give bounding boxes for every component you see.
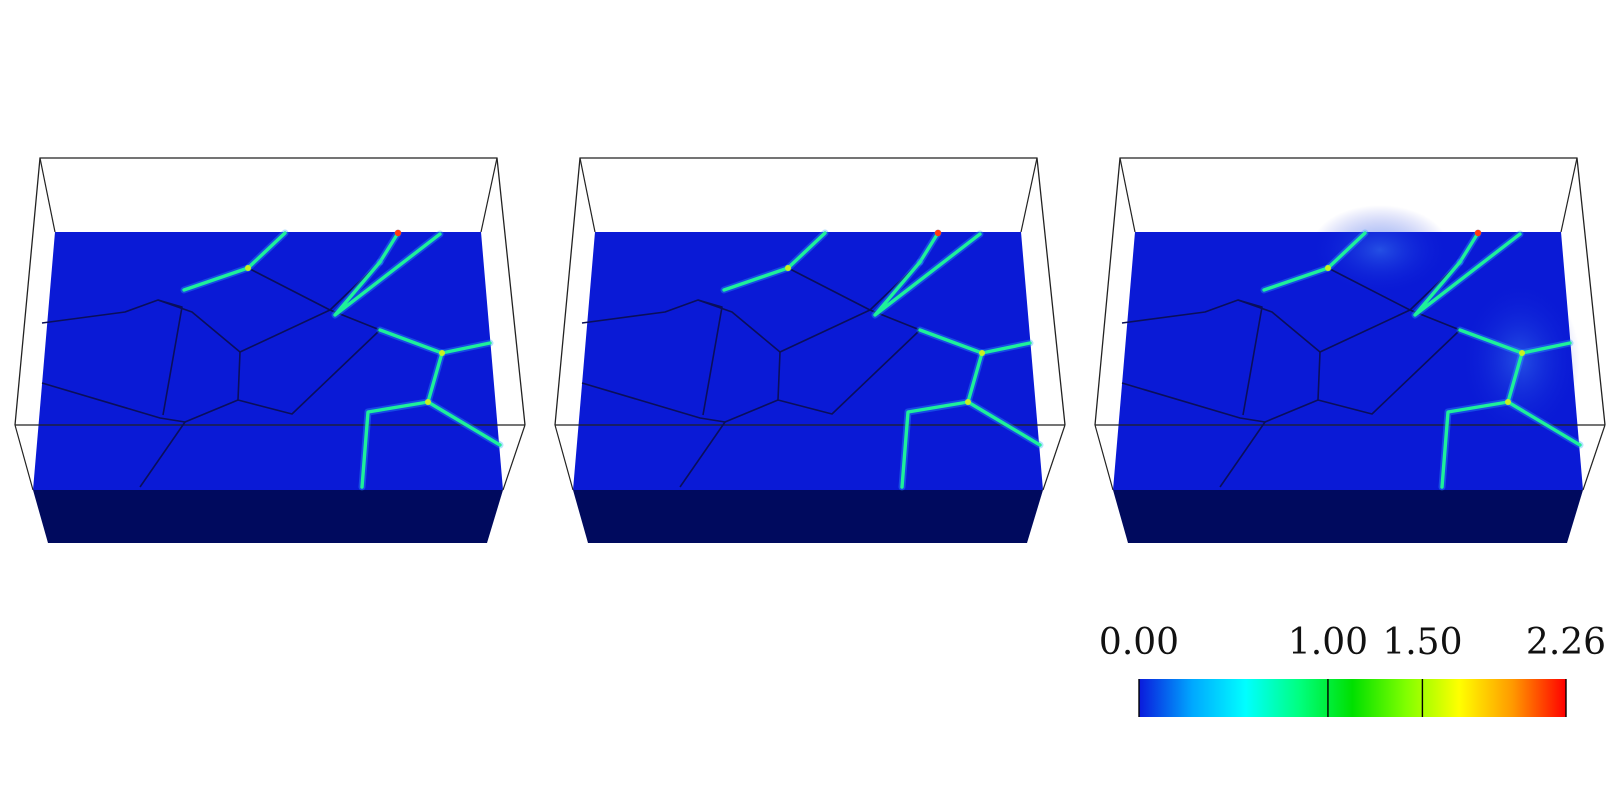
crack-path — [1506, 400, 1582, 447]
colorbar-ticks — [1138, 679, 1567, 717]
crack-hotspot — [965, 399, 971, 405]
colorbar-tick-label-1: 1.00 — [1287, 622, 1369, 663]
grain-boundary — [697, 299, 723, 416]
crack-hotspot — [425, 399, 431, 405]
bounding-box-edge — [554, 424, 574, 491]
bounding-box-edge — [480, 157, 498, 233]
crack-hotspot — [1505, 399, 1511, 405]
specimen-front-face — [1113, 490, 1583, 543]
crack-path — [1326, 231, 1367, 270]
crack-path — [966, 400, 1042, 447]
grain-boundary — [1327, 267, 1411, 311]
crack-hotspot — [1325, 265, 1331, 271]
panels-layer — [14, 157, 1606, 543]
crack-hotspot — [979, 350, 985, 356]
bounding-box-outline — [554, 157, 1066, 426]
specimen-top-face — [33, 232, 503, 490]
bounding-box-edge — [579, 157, 596, 233]
bounding-box-edge — [1119, 157, 1136, 233]
bounding-box-edge — [1020, 157, 1038, 233]
crack-path — [1458, 231, 1480, 264]
bounding-box-edge — [1560, 157, 1578, 233]
bounding-box-edge — [14, 424, 34, 491]
grain-boundary — [581, 382, 779, 423]
bounding-box-edge — [39, 157, 56, 233]
crack-path — [426, 400, 502, 447]
grain-boundary — [679, 421, 726, 488]
grain-boundary — [787, 267, 871, 311]
crack-path — [1413, 232, 1522, 317]
specimen-front-face — [33, 490, 503, 543]
bounding-box-outline — [1094, 157, 1606, 426]
simulation-panel-3 — [1094, 157, 1606, 543]
crack-path — [333, 232, 442, 317]
simulation-panel-2 — [554, 157, 1066, 543]
crack-path — [786, 231, 827, 270]
crack-path — [182, 266, 250, 292]
grain-boundary — [1237, 299, 1263, 416]
crack-path — [873, 232, 982, 317]
grain-boundary — [41, 382, 239, 423]
colorbar-tick-label-min: 0.00 — [1098, 622, 1180, 663]
crack-path — [246, 231, 287, 270]
damage-glow — [1310, 205, 1450, 295]
bounding-box-edge — [1582, 424, 1606, 491]
grain-boundary — [1219, 421, 1266, 488]
crack-hotspot — [245, 265, 251, 271]
specimen-front-face — [573, 490, 1043, 543]
crack-hotspot — [394, 229, 402, 237]
bounding-box-edge — [1094, 424, 1114, 491]
bounding-box-edge — [1042, 424, 1066, 491]
colorbar-tick-label-max: 2.26 — [1525, 622, 1607, 663]
colorbar-gradient — [1139, 679, 1566, 717]
colorbar-tick-label-2: 1.50 — [1382, 622, 1463, 663]
crack-path — [918, 231, 940, 264]
grain-boundary — [139, 421, 186, 488]
simulation-panel-1 — [14, 157, 526, 543]
crack-path — [1262, 266, 1330, 292]
crack-hotspot — [439, 350, 445, 356]
crack-path — [900, 351, 984, 489]
crack-path — [1440, 351, 1524, 489]
crack-path — [378, 231, 400, 264]
grain-boundary — [1121, 382, 1319, 423]
grain-boundary — [777, 329, 921, 415]
grain-boundary — [237, 329, 381, 415]
grain-boundary — [247, 267, 331, 311]
specimen-top-face — [573, 232, 1043, 490]
crack-path — [360, 351, 444, 489]
crack-path — [722, 266, 790, 292]
bounding-box-outline — [14, 157, 526, 426]
crack-hotspot — [1474, 229, 1482, 237]
bounding-box-edge — [502, 424, 526, 491]
crack-hotspot — [1519, 350, 1525, 356]
crack-hotspot — [934, 229, 942, 237]
colorbar — [1138, 679, 1567, 717]
crack-hotspot — [785, 265, 791, 271]
grain-boundary — [1317, 329, 1461, 415]
grain-boundary — [157, 299, 183, 416]
